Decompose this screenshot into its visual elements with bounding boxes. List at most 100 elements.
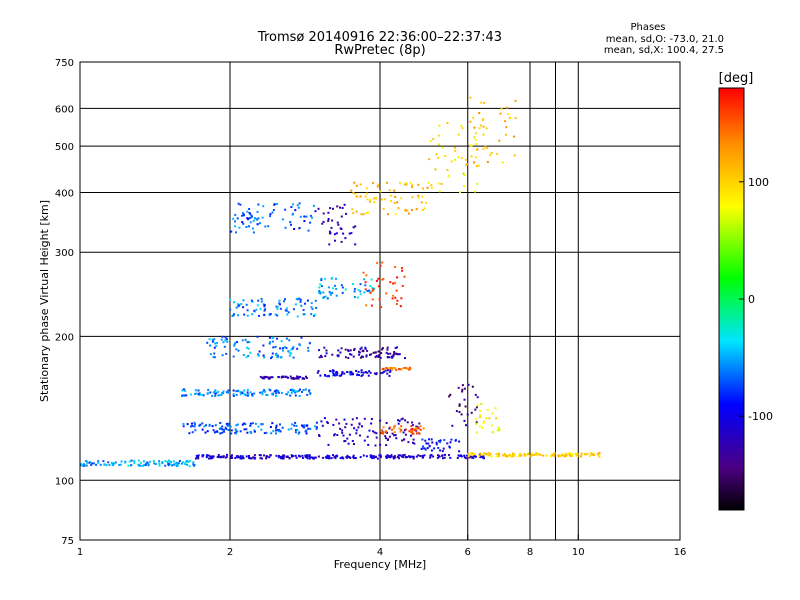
data-point — [332, 423, 335, 426]
data-point — [410, 425, 413, 427]
data-point — [253, 309, 256, 312]
data-point — [293, 228, 296, 230]
annotation-line-o: mean, sd,O: -73.0, 21.0 — [606, 34, 724, 45]
data-point — [404, 428, 407, 431]
data-point — [470, 155, 473, 158]
data-point — [345, 422, 348, 425]
data-point — [84, 464, 87, 467]
data-point — [242, 306, 245, 309]
data-point — [194, 457, 197, 460]
data-point — [268, 342, 271, 345]
data-point — [427, 181, 430, 184]
data-point — [391, 368, 393, 371]
data-point — [340, 228, 343, 230]
data-point — [415, 208, 418, 211]
data-point — [404, 209, 407, 212]
data-point — [269, 215, 272, 218]
data-point — [409, 456, 412, 459]
data-point — [560, 454, 563, 457]
data-point — [158, 460, 161, 463]
data-point — [235, 455, 238, 458]
data-point — [470, 144, 473, 147]
data-point — [365, 192, 368, 195]
data-point — [406, 456, 409, 459]
data-point — [264, 225, 267, 228]
data-point — [377, 183, 380, 186]
data-point — [320, 279, 323, 282]
data-point — [176, 461, 179, 464]
data-point — [335, 232, 338, 235]
data-point — [440, 182, 443, 185]
data-point — [370, 422, 373, 425]
data-point — [253, 392, 256, 395]
data-point — [330, 226, 333, 229]
data-point — [340, 284, 343, 287]
data-point — [259, 307, 262, 310]
data-point — [576, 455, 579, 458]
data-point — [212, 391, 215, 394]
data-point — [465, 457, 468, 460]
data-point — [192, 461, 195, 464]
data-point — [319, 283, 322, 286]
data-point — [461, 390, 464, 393]
data-point — [356, 296, 359, 299]
data-point — [188, 465, 191, 468]
data-point — [275, 395, 278, 397]
data-point — [296, 428, 299, 431]
data-point — [379, 454, 382, 457]
data-point — [398, 454, 401, 457]
data-point — [191, 425, 194, 427]
data-point — [274, 313, 277, 316]
data-point — [153, 462, 155, 465]
data-point — [80, 464, 83, 467]
data-point — [334, 239, 336, 242]
data-point — [458, 404, 461, 407]
data-point — [380, 429, 382, 432]
data-point — [215, 344, 218, 347]
data-point — [373, 201, 376, 204]
data-point — [388, 356, 391, 359]
data-point — [350, 423, 353, 426]
data-point — [235, 394, 238, 396]
data-point — [395, 437, 398, 440]
data-point — [214, 424, 217, 427]
data-point — [315, 426, 318, 429]
data-point — [506, 113, 509, 115]
data-point — [377, 354, 380, 357]
data-point — [324, 355, 327, 358]
data-point — [353, 347, 356, 350]
data-point — [296, 315, 299, 318]
data-point — [289, 389, 292, 391]
data-point — [372, 181, 375, 184]
data-point — [482, 456, 485, 459]
data-point — [291, 388, 294, 391]
data-point — [256, 304, 259, 307]
data-point — [177, 464, 180, 467]
data-point — [275, 424, 278, 427]
data-point — [358, 422, 361, 425]
data-point — [457, 454, 460, 457]
data-point — [221, 431, 223, 434]
data-point — [441, 450, 444, 453]
data-point — [394, 456, 397, 459]
data-point — [262, 344, 265, 347]
data-point — [195, 392, 198, 395]
data-point — [275, 432, 277, 435]
data-point — [447, 175, 450, 178]
data-point — [281, 457, 284, 460]
data-point — [197, 457, 200, 460]
data-point — [310, 306, 313, 309]
data-point — [291, 423, 294, 426]
data-point — [345, 456, 348, 459]
data-point — [402, 454, 405, 457]
data-point — [313, 456, 316, 459]
data-point — [244, 423, 247, 426]
data-point — [463, 456, 466, 459]
data-point — [306, 457, 309, 460]
data-point — [318, 290, 321, 292]
data-point — [369, 353, 371, 356]
data-point — [417, 197, 420, 200]
data-point — [478, 112, 481, 114]
data-point — [478, 127, 481, 130]
data-point — [386, 356, 389, 359]
